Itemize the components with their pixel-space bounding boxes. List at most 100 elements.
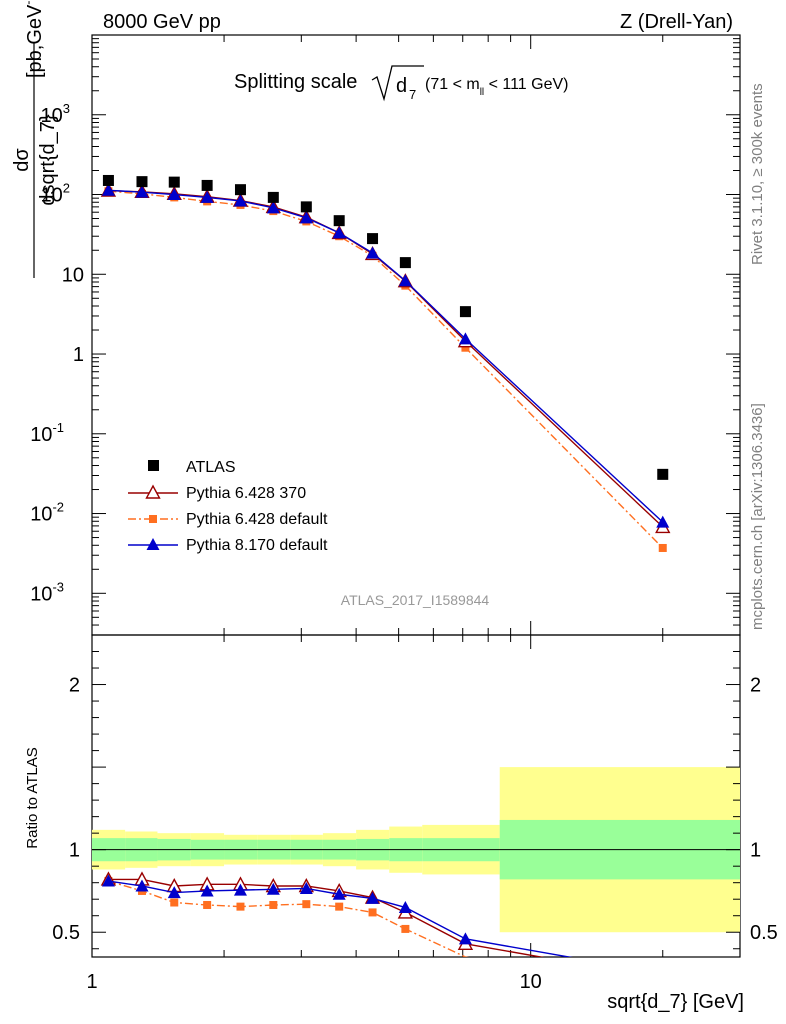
ratio-point-pythia-8-170-default: [200, 884, 214, 897]
plot-title: Splitting scale d 7 (71 < mll < 111 GeV): [234, 65, 568, 102]
y-tick-label: 10: [62, 264, 84, 286]
ratio-point-pythia-8-170-default: [101, 874, 115, 887]
y-tick-label-base: 10: [30, 424, 52, 446]
ratio-clipped-group: [100, 871, 573, 957]
data-point-pythia-8-170-default: [656, 515, 670, 528]
y-tick-label: 10-3: [30, 579, 64, 605]
y-tick-label-exponent: 2: [63, 181, 70, 196]
y-tick-label: 1: [73, 344, 84, 366]
data-point-atlas: [168, 176, 180, 188]
x-tick-label: 1: [86, 971, 97, 993]
data-point-atlas: [459, 306, 471, 318]
ratio-point-pythia-8-170-default: [167, 886, 181, 899]
y-tick-label-exponent: -2: [52, 500, 64, 515]
data-point-atlas: [102, 174, 114, 186]
data-point-atlas: [267, 191, 279, 203]
ratio-point-pythia-6-428-default: [236, 902, 245, 911]
legend-marker-pythia6-default: [149, 515, 157, 523]
data-point-pythia-8-170-default: [101, 183, 115, 196]
y-axis-label-denominator: dsqrt{d_7}: [37, 114, 59, 206]
data-point-atlas: [234, 184, 246, 196]
ratio-line-pythia-8-170-default: [108, 880, 573, 957]
ratio-uncertainty-bands: [92, 767, 740, 933]
ratio-tick-label-left: 0.5: [52, 922, 80, 944]
ratio-point-pythia-6-428-default: [269, 900, 278, 909]
ratio-point-pythia-6-428-default: [401, 924, 410, 933]
data-point-pythia-6-428-default: [658, 543, 667, 552]
y-tick-label: 103: [41, 101, 70, 127]
data-point-pythia-8-170-default: [366, 246, 380, 259]
y-tick-label-exponent: -1: [52, 420, 64, 435]
ratio-point-pythia-6-428-default: [302, 900, 311, 909]
ratio-point-pythia-8-170-default: [135, 879, 149, 892]
data-point-pythia-8-170-default: [398, 274, 412, 287]
y-axis-label-numerator: dσ: [11, 148, 33, 172]
data-point-pythia-6-428-default: [461, 343, 470, 352]
y-tick-label: 10-2: [30, 500, 64, 526]
data-point-pythia-8-170-default: [233, 194, 247, 207]
y-tick-label-exponent: -3: [52, 579, 64, 594]
data-point-atlas: [367, 233, 379, 245]
ratio-tick-label-right: 1: [750, 840, 761, 862]
ratio-point-pythia-6-428-default: [335, 902, 344, 911]
ratio-tick-label-right: 0.5: [750, 922, 778, 944]
ratio-line-pythia-6-428-370: [108, 878, 545, 957]
side-label-bottom: mcplots.cern.ch [arXiv:1306.3436]: [749, 403, 766, 630]
data-point-pythia-8-170-default: [135, 185, 149, 198]
data-point-atlas: [300, 201, 312, 213]
header-right: Z (Drell-Yan): [620, 11, 733, 33]
y-tick-label-base: 10: [41, 185, 63, 207]
data-point-atlas: [333, 215, 345, 227]
ratio-point-pythia-6-428-default: [368, 908, 377, 917]
ratio-point-pythia-6-428-default: [170, 898, 179, 907]
plot-title-cut: (71 < mll < 111 GeV): [425, 76, 568, 98]
data-point-pythia-8-170-default: [266, 201, 280, 214]
ratio-point-pythia-8-170-default: [299, 881, 313, 894]
ratio-point-pythia-6-428-default: [203, 900, 212, 909]
ratio-tick-label-left: 2: [69, 675, 80, 697]
legend-label-pythia6-370: Pythia 6.428 370: [186, 485, 306, 502]
ratio-tick-label-left: 1: [69, 840, 80, 862]
data-point-atlas: [201, 179, 213, 191]
plot-title-symbol: d: [396, 75, 407, 97]
side-label-top: Rivet 3.1.10, ≥ 300k events: [749, 83, 766, 265]
data-point-atlas: [136, 176, 148, 188]
sqrt-sign: [371, 65, 424, 102]
plot-title-subscript: 7: [409, 87, 416, 102]
data-point-pythia-8-170-default: [167, 188, 181, 201]
y-axis-label: dσ dsqrt{d_7} [pb,GeV-1]: [11, 0, 59, 278]
legend-marker-pythia6-370: [145, 484, 161, 499]
y-tick-label-base: 10: [30, 583, 52, 605]
main-series: [100, 174, 671, 552]
legend-label-pythia6-default: Pythia 6.428 default: [186, 511, 328, 528]
ratio-point-pythia-8-170-default: [233, 883, 247, 896]
y-tick-label: 102: [41, 181, 70, 207]
ratio-y-axis-label: Ratio to ATLAS: [24, 747, 41, 848]
plot-title-text: Splitting scale: [234, 71, 357, 93]
series-line-pythia-6-428-370: [108, 189, 664, 528]
data-point-atlas: [399, 257, 411, 269]
ratio-point-pythia-8-170-default: [366, 891, 380, 904]
legend-label-atlas: ATLAS: [186, 459, 236, 476]
ratio-series: [100, 871, 573, 957]
series-line-pythia-8-170-default: [108, 189, 664, 523]
legend-label-pythia8-default: Pythia 8.170 default: [186, 537, 328, 554]
y-tick-label-base: 10: [30, 504, 52, 526]
legend: ATLAS Pythia 6.428 370 Pythia 6.428 defa…: [128, 459, 328, 554]
legend-marker-atlas: [148, 460, 159, 471]
y-tick-label-base: 10: [41, 105, 63, 127]
data-point-pythia-8-170-default: [458, 332, 472, 345]
header-left: 8000 GeV pp: [103, 11, 221, 33]
y-tick-label: 10-1: [30, 420, 64, 446]
x-axis-label: sqrt{d_7} [GeV]: [607, 991, 744, 1013]
data-point-atlas: [657, 468, 669, 480]
analysis-watermark: ATLAS_2017_I1589844: [341, 592, 490, 608]
ratio-line-pythia-6-428-default: [108, 880, 470, 957]
data-point-pythia-8-170-default: [332, 226, 346, 239]
ratio-point-pythia-8-170-default: [332, 887, 346, 900]
data-point-pythia-8-170-default: [299, 211, 313, 224]
legend-marker-pythia8-default: [146, 538, 160, 550]
ratio-point-pythia-8-170-default: [458, 932, 472, 945]
